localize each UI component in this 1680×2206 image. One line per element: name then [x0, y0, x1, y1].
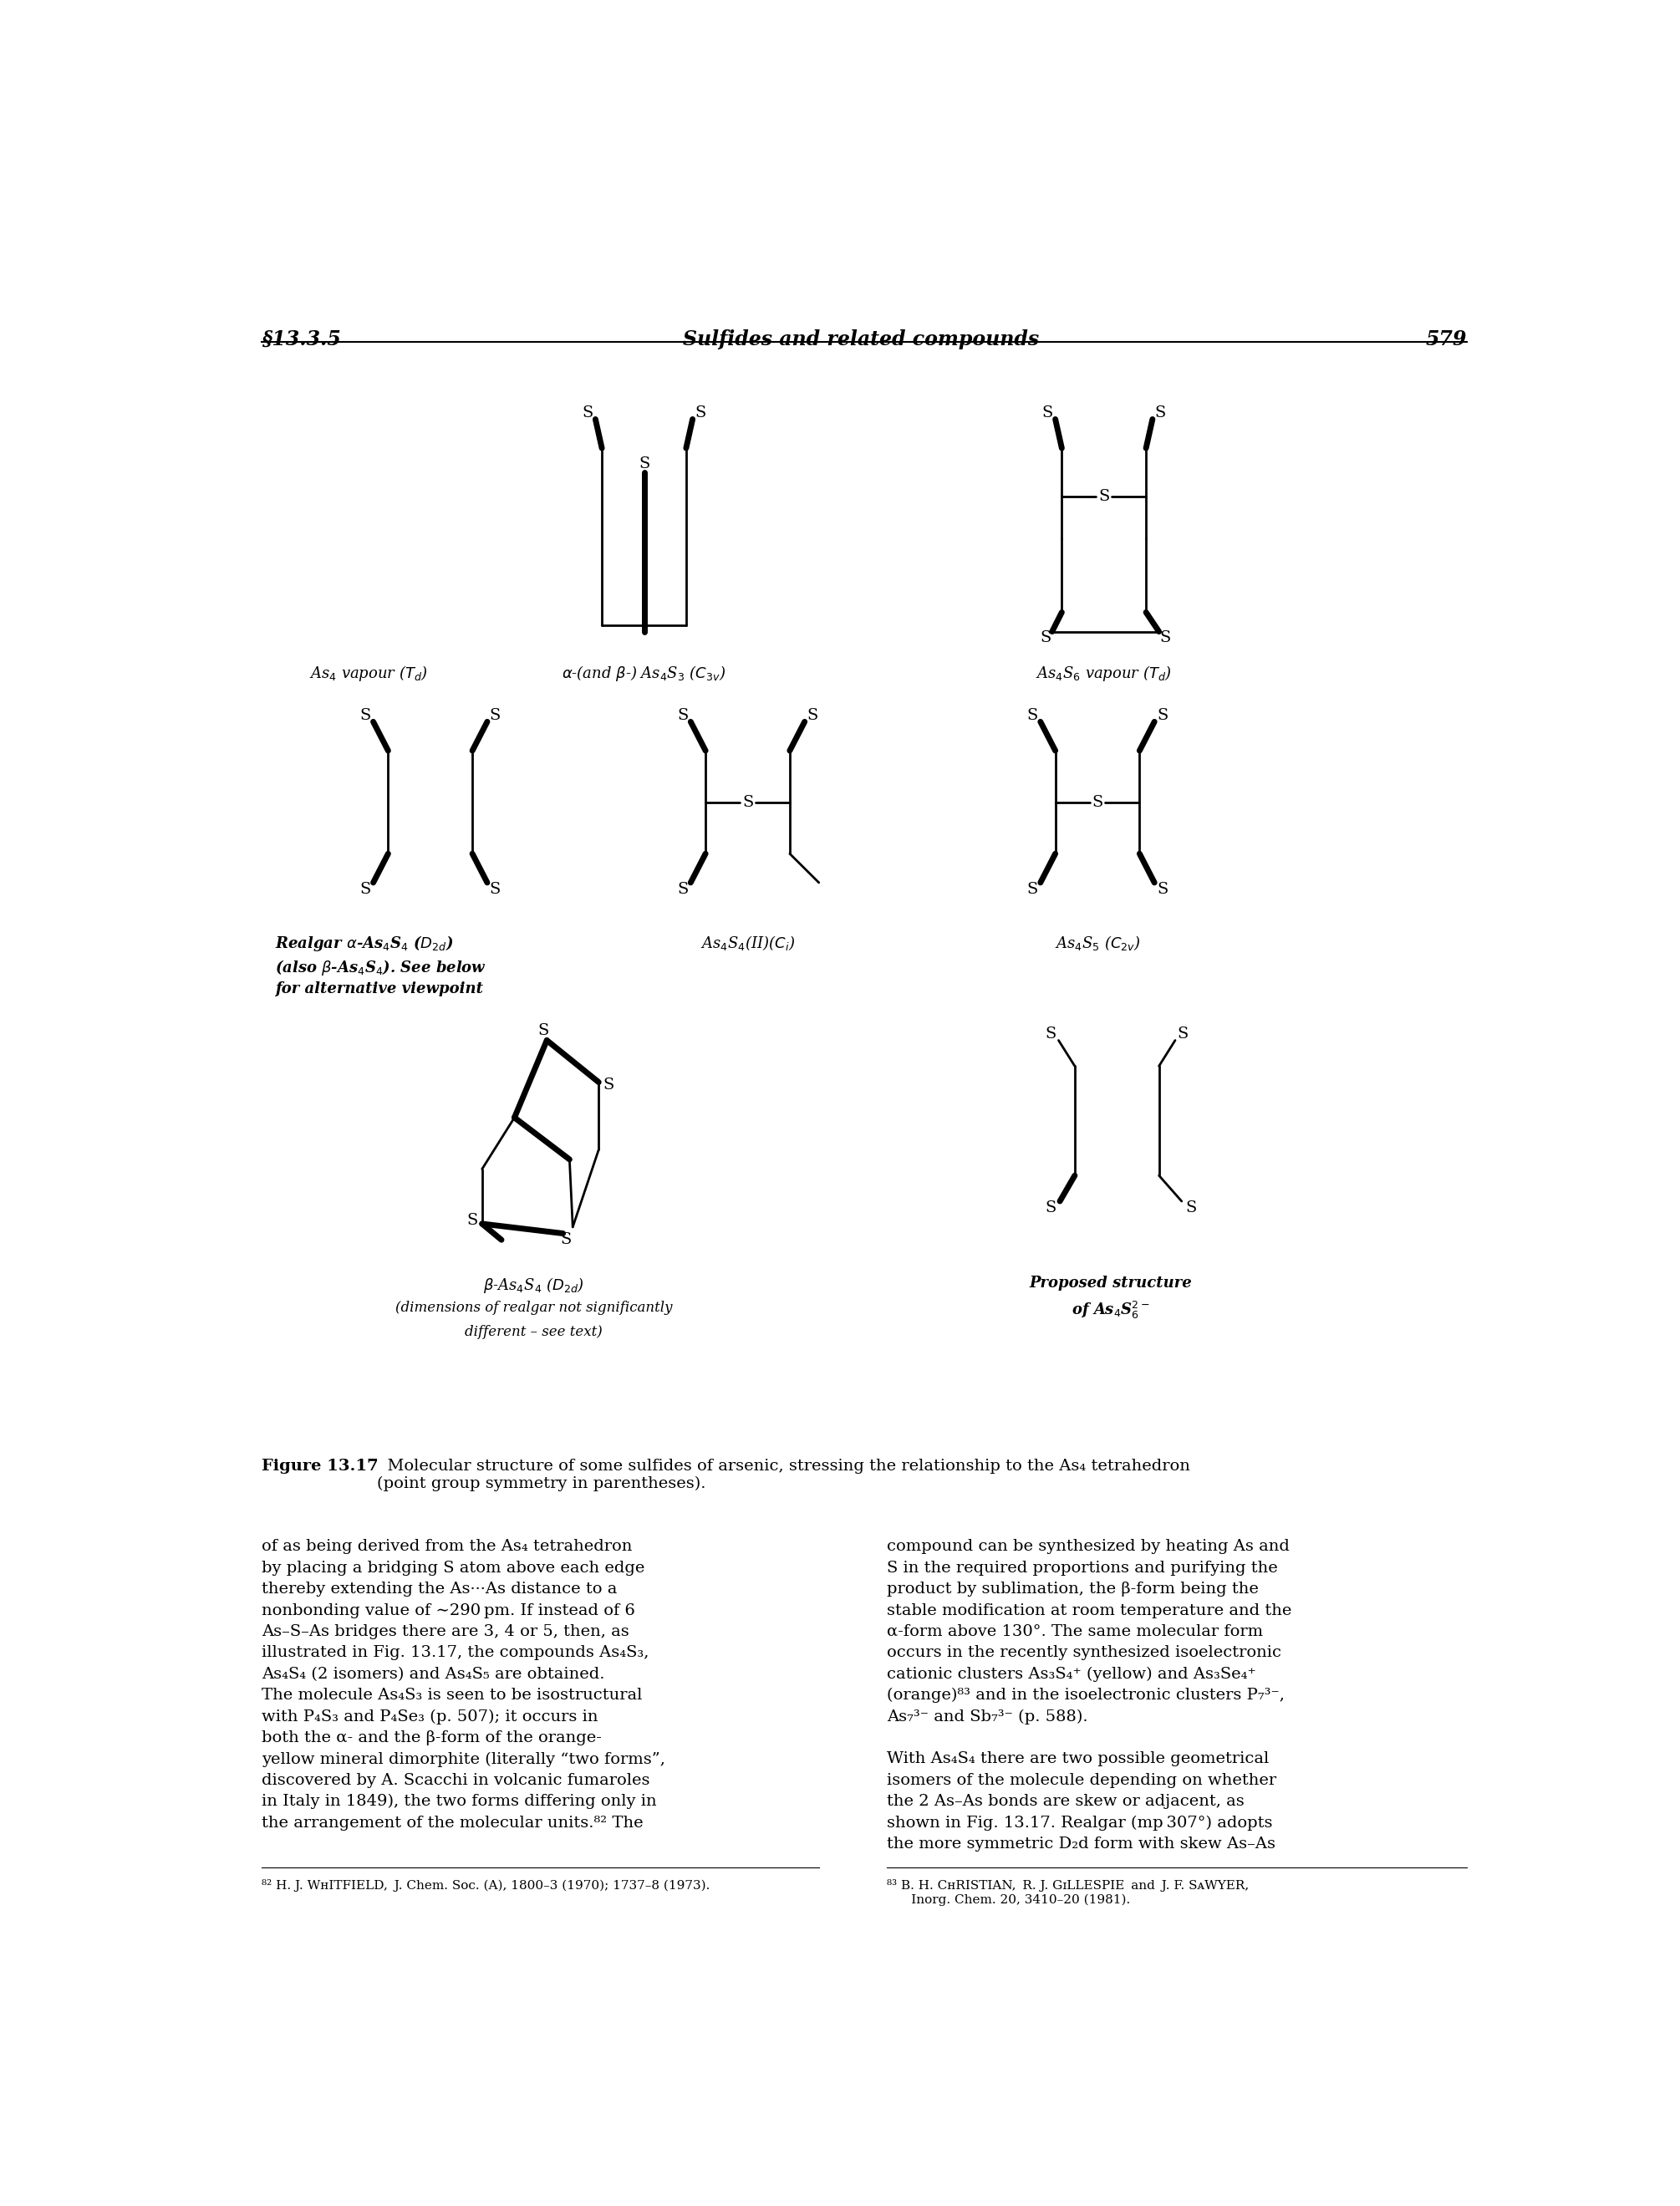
- Text: the more symmetric D₂d form with skew As–As: the more symmetric D₂d form with skew As…: [887, 1838, 1275, 1851]
- Text: S: S: [1156, 708, 1168, 724]
- Text: compound can be synthesized by heating As and: compound can be synthesized by heating A…: [887, 1540, 1290, 1555]
- Text: S: S: [1045, 1026, 1057, 1041]
- Text: $\alpha$-(and $\beta$-) As$_4$S$_3$ ($C_{3v}$): $\alpha$-(and $\beta$-) As$_4$S$_3$ ($C_…: [563, 664, 726, 684]
- Text: S: S: [1154, 406, 1166, 421]
- Text: (also $\beta$-As$_4$S$_4$). See below: (also $\beta$-As$_4$S$_4$). See below: [276, 957, 486, 977]
- Text: S: S: [1178, 1026, 1188, 1041]
- Text: (dimensions of realgar not significantly: (dimensions of realgar not significantly: [395, 1302, 672, 1315]
- Text: illustrated in Fig. 13.17, the compounds As₄S₃,: illustrated in Fig. 13.17, the compounds…: [262, 1646, 648, 1661]
- Text: S: S: [1042, 406, 1053, 421]
- Text: Molecular structure of some sulfides of arsenic, stressing the relationship to t: Molecular structure of some sulfides of …: [376, 1458, 1189, 1491]
- Text: S: S: [1040, 631, 1052, 646]
- Text: α-form above 130°. The same molecular form: α-form above 130°. The same molecular fo…: [887, 1624, 1263, 1639]
- Text: As₇³⁻ and Sb₇³⁻ (p. 588).: As₇³⁻ and Sb₇³⁻ (p. 588).: [887, 1710, 1089, 1725]
- Text: shown in Fig. 13.17. Realgar (mp 307°) adopts: shown in Fig. 13.17. Realgar (mp 307°) a…: [887, 1816, 1273, 1831]
- Text: of as being derived from the As₄ tetrahedron: of as being derived from the As₄ tetrahe…: [262, 1540, 632, 1555]
- Text: 579: 579: [1425, 329, 1467, 349]
- Text: S: S: [360, 708, 371, 724]
- Text: S: S: [1099, 490, 1109, 503]
- Text: S: S: [1026, 708, 1038, 724]
- Text: As$_4$S$_5$ ($C_{2v}$): As$_4$S$_5$ ($C_{2v}$): [1055, 933, 1141, 953]
- Text: S: S: [360, 882, 371, 896]
- Text: S: S: [1092, 794, 1104, 810]
- Text: S: S: [638, 457, 650, 472]
- Text: ⁸³ B. H. CʜRISTIAN,  R. J. GɪLLESPIE  and  J. F. SᴀWYER,
      Inorg. Chem. 20, : ⁸³ B. H. CʜRISTIAN, R. J. GɪLLESPIE and …: [887, 1880, 1248, 1906]
- Text: yellow mineral dimorphite (literally “two forms”,: yellow mineral dimorphite (literally “tw…: [262, 1752, 665, 1767]
- Text: for alternative viewpoint: for alternative viewpoint: [276, 982, 482, 997]
- Text: both the α- and the β-form of the orange-: both the α- and the β-form of the orange…: [262, 1730, 601, 1745]
- Text: discovered by A. Scacchi in volcanic fumaroles: discovered by A. Scacchi in volcanic fum…: [262, 1774, 650, 1787]
- Text: nonbonding value of ∼290 pm. If instead of 6: nonbonding value of ∼290 pm. If instead …: [262, 1604, 635, 1617]
- Text: S in the required proportions and purifying the: S in the required proportions and purify…: [887, 1560, 1278, 1575]
- Text: S: S: [1026, 882, 1038, 896]
- Text: S: S: [581, 406, 593, 421]
- Text: occurs in the recently synthesized isoelectronic: occurs in the recently synthesized isoel…: [887, 1646, 1282, 1661]
- Text: the 2 As–As bonds are skew or adjacent, as: the 2 As–As bonds are skew or adjacent, …: [887, 1793, 1245, 1809]
- Text: Proposed structure: Proposed structure: [1028, 1275, 1191, 1291]
- Text: S: S: [538, 1024, 549, 1039]
- Text: S: S: [489, 708, 501, 724]
- Text: S: S: [1159, 631, 1171, 646]
- Text: S: S: [489, 882, 501, 896]
- Text: (orange)⁸³ and in the isoelectronic clusters P₇³⁻,: (orange)⁸³ and in the isoelectronic clus…: [887, 1688, 1285, 1703]
- Text: As₄S₄ (2 isomers) and As₄S₅ are obtained.: As₄S₄ (2 isomers) and As₄S₅ are obtained…: [262, 1666, 605, 1681]
- Text: isomers of the molecule depending on whether: isomers of the molecule depending on whe…: [887, 1774, 1277, 1787]
- Text: of As$_4$S$_6^{2-}$: of As$_4$S$_6^{2-}$: [1072, 1299, 1149, 1321]
- Text: S: S: [743, 794, 753, 810]
- Text: As$_4$ vapour ($T_d$): As$_4$ vapour ($T_d$): [309, 664, 428, 684]
- Text: stable modification at room temperature and the: stable modification at room temperature …: [887, 1604, 1292, 1617]
- Text: by placing a bridging S atom above each edge: by placing a bridging S atom above each …: [262, 1560, 645, 1575]
- Text: thereby extending the As···As distance to a: thereby extending the As···As distance t…: [262, 1582, 617, 1597]
- Text: As$_4$S$_4$(II)($C_i$): As$_4$S$_4$(II)($C_i$): [701, 933, 795, 953]
- Text: S: S: [677, 882, 689, 896]
- Text: Realgar $\alpha$-As$_4$S$_4$ ($D_{2d}$): Realgar $\alpha$-As$_4$S$_4$ ($D_{2d}$): [276, 933, 454, 953]
- Text: in Italy in 1849), the two forms differing only in: in Italy in 1849), the two forms differi…: [262, 1793, 657, 1809]
- Text: S: S: [806, 708, 818, 724]
- Text: As$_4$S$_6$ vapour ($T_d$): As$_4$S$_6$ vapour ($T_d$): [1037, 664, 1173, 684]
- Text: As–S–As bridges there are 3, 4 or 5, then, as: As–S–As bridges there are 3, 4 or 5, the…: [262, 1624, 630, 1639]
- Text: with P₄S₃ and P₄Se₃ (p. 507); it occurs in: with P₄S₃ and P₄Se₃ (p. 507); it occurs …: [262, 1710, 598, 1725]
- Text: cationic clusters As₃S₄⁺ (yellow) and As₃Se₄⁺: cationic clusters As₃S₄⁺ (yellow) and As…: [887, 1666, 1257, 1681]
- Text: §13.3.5: §13.3.5: [262, 329, 341, 349]
- Text: S: S: [677, 708, 689, 724]
- Text: Sulfides and related compounds: Sulfides and related compounds: [682, 329, 1040, 349]
- Text: ⁸² H. J. WʜITFIELD,  J. Chem. Soc. (A), 1800–3 (1970); 1737–8 (1973).: ⁸² H. J. WʜITFIELD, J. Chem. Soc. (A), 1…: [262, 1880, 711, 1891]
- Text: Figure 13.17: Figure 13.17: [262, 1458, 378, 1474]
- Text: S: S: [1186, 1200, 1196, 1216]
- Text: S: S: [696, 406, 706, 421]
- Text: S: S: [1156, 882, 1168, 896]
- Text: S: S: [561, 1233, 571, 1246]
- Text: S: S: [603, 1079, 613, 1092]
- Text: $\beta$-As$_4$S$_4$ ($D_{2d}$): $\beta$-As$_4$S$_4$ ($D_{2d}$): [484, 1275, 585, 1295]
- Text: the arrangement of the molecular units.⁸² The: the arrangement of the molecular units.⁸…: [262, 1816, 643, 1831]
- Text: product by sublimation, the β-form being the: product by sublimation, the β-form being…: [887, 1582, 1258, 1597]
- Text: S: S: [467, 1213, 477, 1229]
- Text: S: S: [1045, 1200, 1057, 1216]
- Text: The molecule As₄S₃ is seen to be isostructural: The molecule As₄S₃ is seen to be isostru…: [262, 1688, 642, 1703]
- Text: different – see text): different – see text): [465, 1326, 603, 1339]
- Text: With As₄S₄ there are two possible geometrical: With As₄S₄ there are two possible geomet…: [887, 1752, 1268, 1767]
